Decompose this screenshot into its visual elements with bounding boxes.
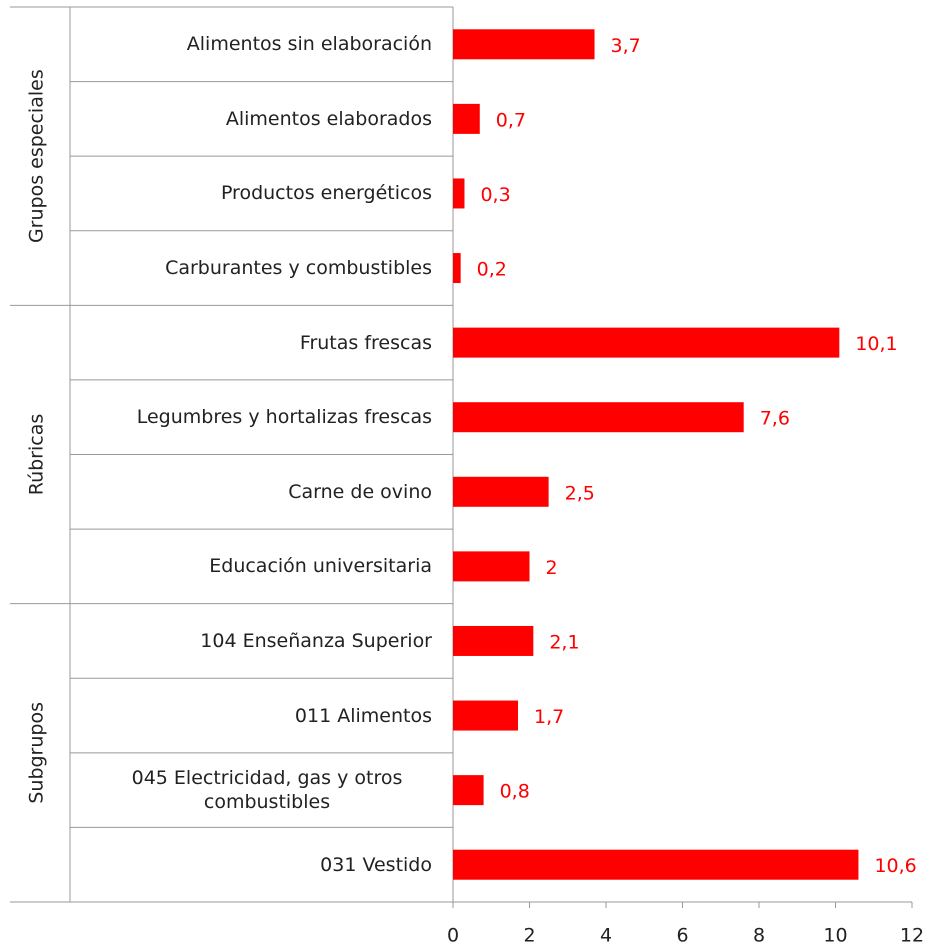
category-label: 104 Enseñanza Superior [200,629,432,652]
category-label: Educación universitaria [209,555,432,578]
group-label: Rúbricas [26,414,48,496]
value-label: 2 [546,557,558,579]
bar [453,29,595,60]
category-label: 011 Alimentos [294,704,432,727]
category-label: Carburantes y combustibles [165,257,432,280]
value-label: 3,7 [611,35,641,57]
bar [453,849,859,880]
category-label: Carne de ovino [288,480,432,503]
category-label: Legumbres y hortalizas frescas [136,406,432,429]
bar [453,178,465,209]
bar [453,775,484,806]
value-label: 0,3 [480,184,510,206]
bar [453,103,480,134]
category-label: 045 Electricidad, gas y otros combustibl… [131,767,403,814]
x-tick-label: 12 [900,925,924,947]
x-tick-label: 10 [823,925,847,947]
bar [453,253,461,284]
value-label: 0,7 [496,109,526,131]
value-label: 0,8 [500,781,530,803]
category-label: Productos energéticos [220,182,432,205]
category-label: Frutas frescas [299,331,432,354]
bar [453,327,840,358]
category-label: Alimentos sin elaboración [186,33,432,56]
value-label: 2,5 [565,482,595,504]
category-label: 031 Vestido [320,853,432,876]
bar [453,625,534,656]
group-label: Grupos especiales [26,69,48,243]
value-label: 1,7 [534,706,564,728]
value-label: 0,2 [477,259,507,281]
value-label: 10,1 [855,333,897,355]
bar [453,476,549,507]
x-tick-label: 6 [676,925,688,947]
bar [453,700,519,731]
category-label: Alimentos elaborados [225,107,432,130]
bar [453,551,530,582]
bar [453,402,744,433]
x-tick-label: 2 [523,925,535,947]
value-label: 10,6 [874,855,916,877]
value-label: 2,1 [549,631,579,653]
x-tick-label: 8 [753,925,765,947]
value-label: 7,6 [760,408,790,430]
x-tick-label: 4 [600,925,612,947]
x-tick-label: 0 [447,925,459,947]
group-label: Subgrupos [26,702,48,804]
